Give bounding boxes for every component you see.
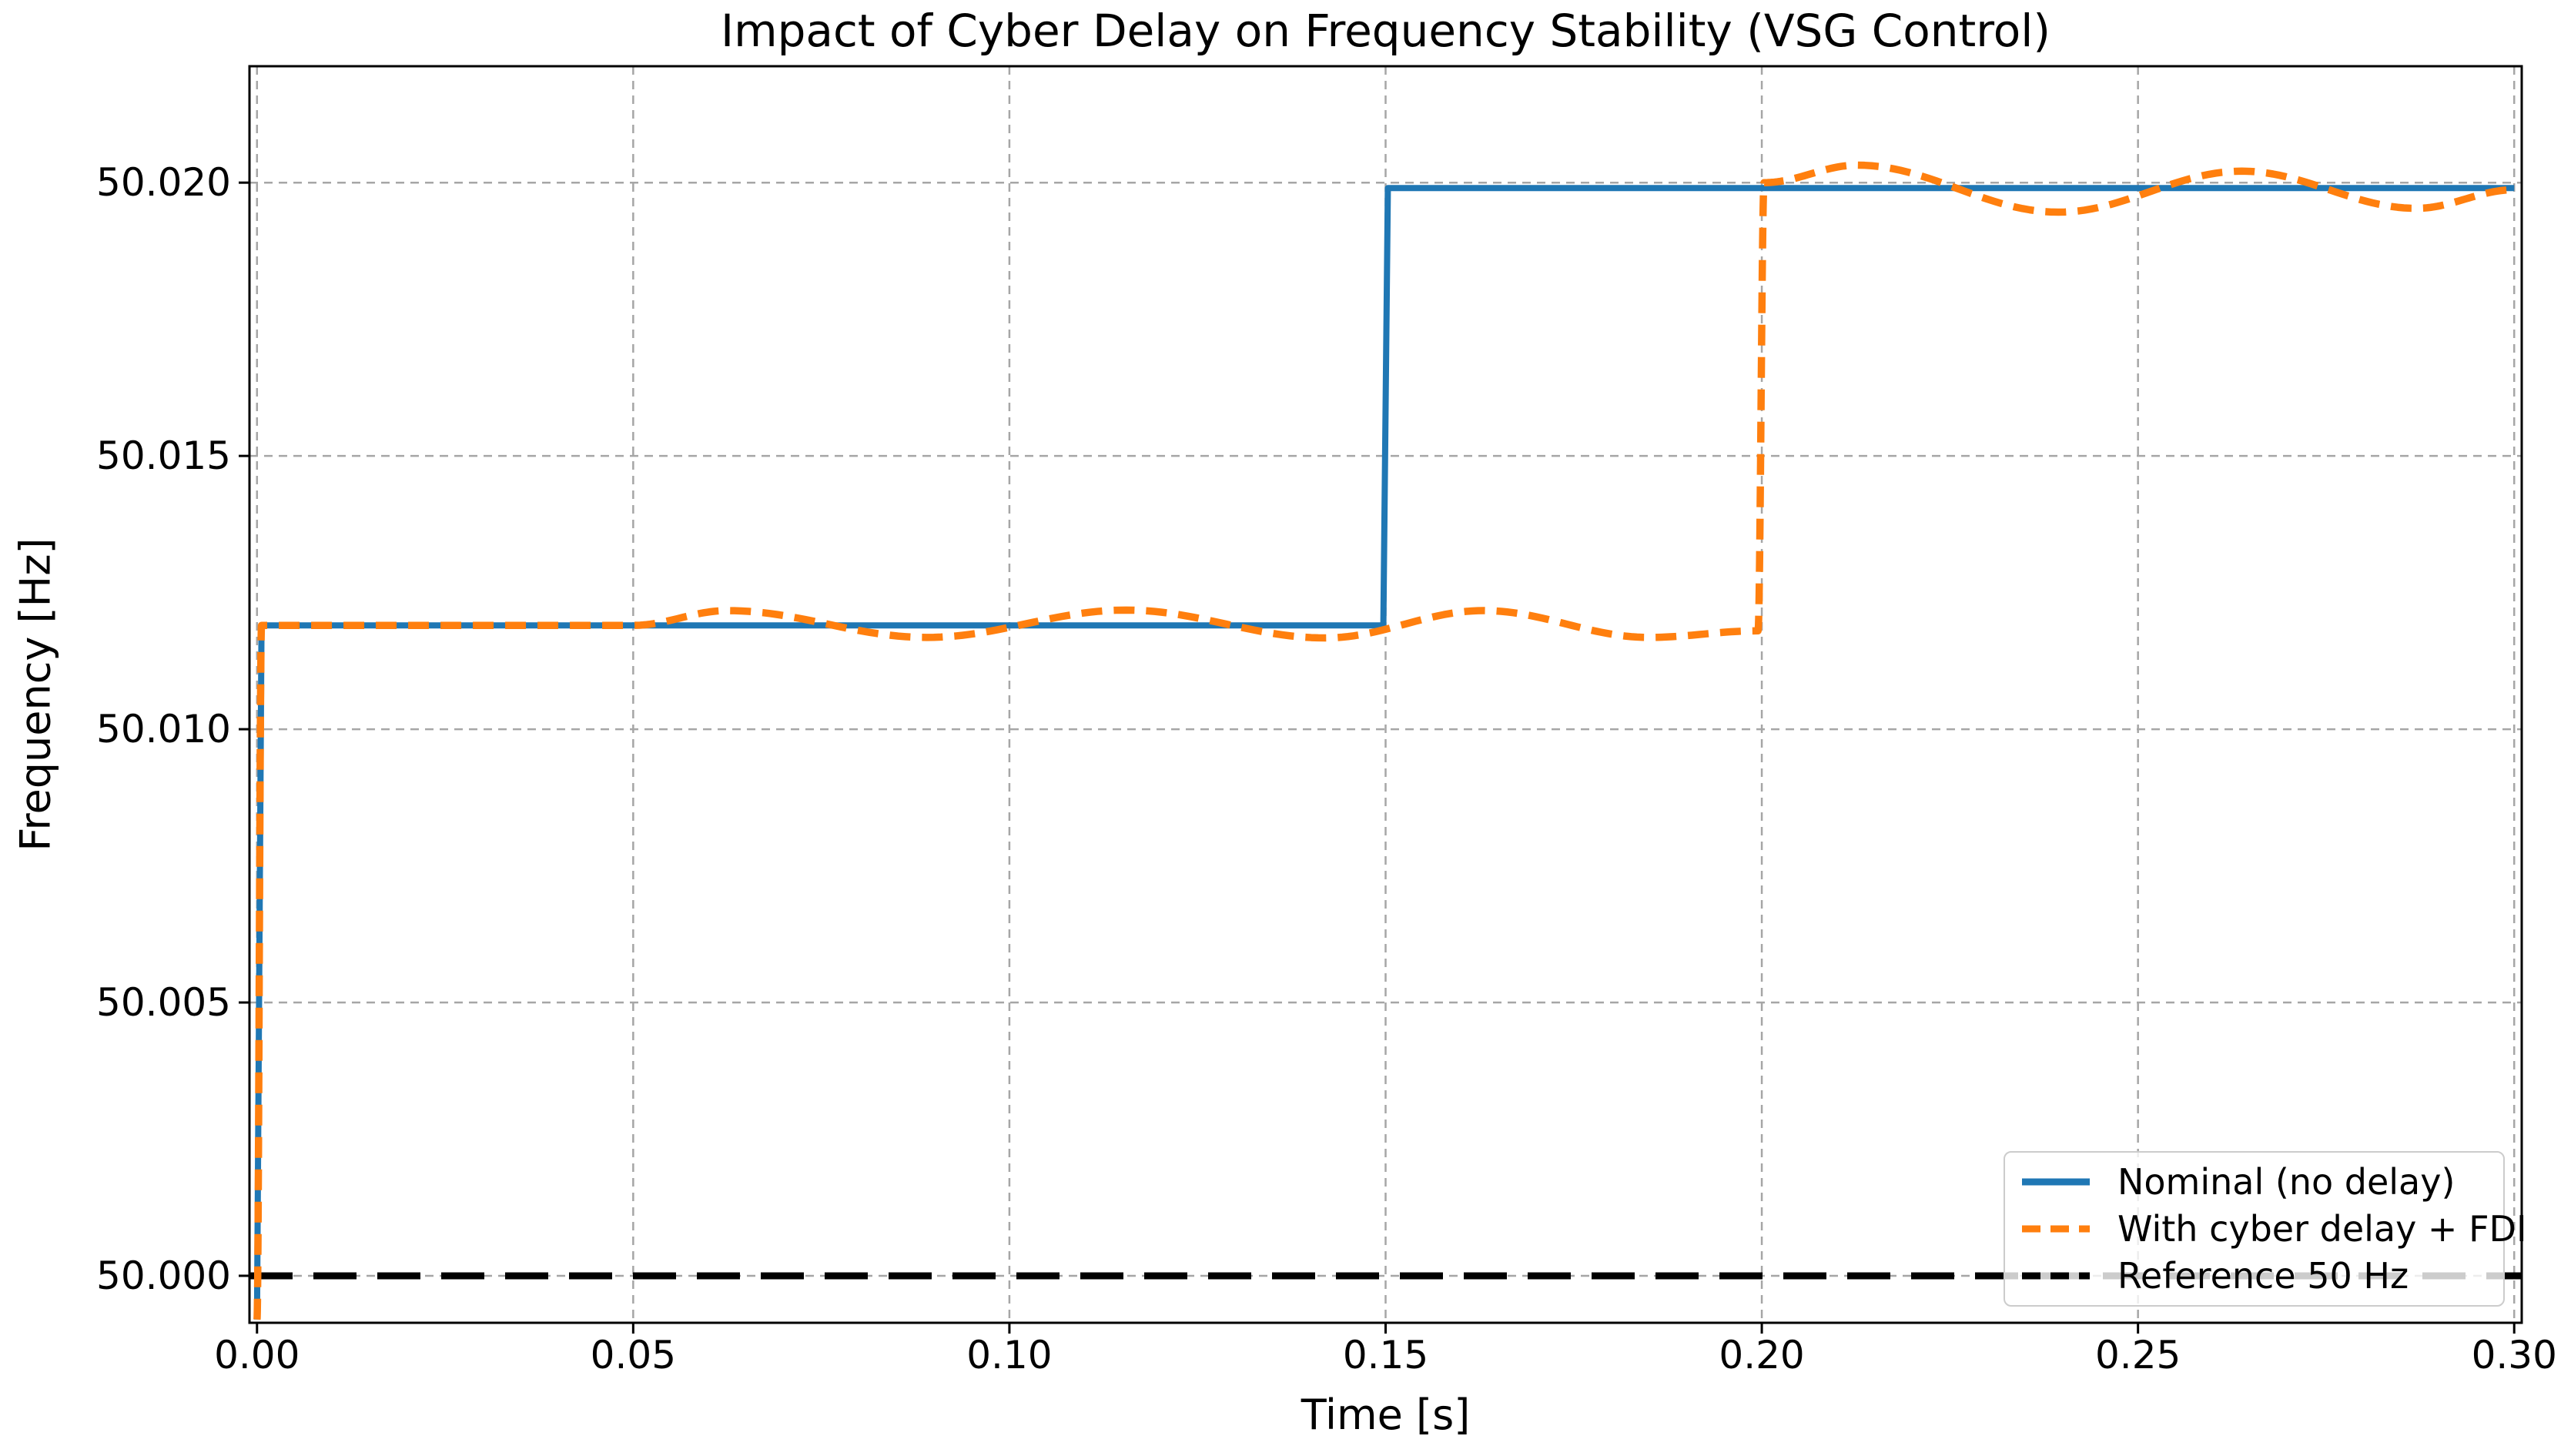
x-tick-label: 0.05	[591, 1333, 676, 1377]
y-tick-label: 50.015	[96, 433, 231, 478]
x-axis-label: Time [s]	[1301, 1391, 1471, 1439]
legend-entry-nominal: Nominal (no delay)	[2019, 1161, 2489, 1203]
x-tick-label: 0.10	[966, 1333, 1052, 1377]
y-tick-label: 50.000	[96, 1253, 231, 1298]
x-tick-label: 0.20	[1719, 1333, 1804, 1377]
legend-entry-delay: With cyber delay + FDI	[2019, 1208, 2527, 1250]
x-tick-label: 0.15	[1343, 1333, 1428, 1377]
legend-swatch-nominal-line-icon	[2022, 1178, 2090, 1186]
y-tick-label: 50.020	[96, 160, 231, 205]
chart-title: Impact of Cyber Delay on Frequency Stabi…	[720, 5, 2051, 57]
x-tick-label: 0.00	[214, 1333, 300, 1377]
x-tick-label: 0.30	[2472, 1333, 2557, 1377]
legend: Nominal (no delay) With cyber delay + FD…	[2004, 1151, 2527, 1307]
y-tick-label: 50.010	[96, 707, 231, 751]
y-tick-label: 50.005	[96, 980, 231, 1025]
ticks-layer: 0.00 0.05 0.10 0.15 0.20 0.25 0.30 50.000 50.005…	[96, 160, 2557, 1377]
y-axis-label: Frequency [Hz]	[11, 537, 60, 852]
x-tick-label: 0.25	[2095, 1333, 2181, 1377]
legend-swatch-delay-dashed-line-icon	[2022, 1225, 2090, 1233]
legend-swatch-reference-dashed-line-icon	[2022, 1272, 2090, 1280]
legend-label-reference: Reference 50 Hz	[2117, 1255, 2409, 1297]
legend-label-delay: With cyber delay + FDI	[2117, 1208, 2527, 1250]
series-with-cyber-delay-fdi	[253, 161, 2515, 1321]
legend-entry-reference: Reference 50 Hz	[2019, 1255, 2489, 1297]
legend-label-nominal: Nominal (no delay)	[2117, 1161, 2456, 1203]
